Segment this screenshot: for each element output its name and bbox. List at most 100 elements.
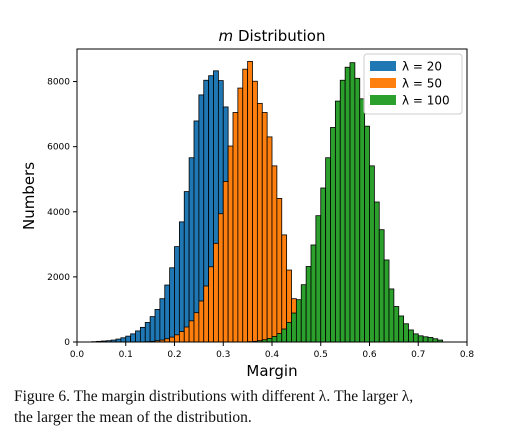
legend-swatch [370, 78, 396, 88]
histogram-bar [388, 288, 395, 343]
y-tick-label: 2000 [47, 273, 70, 283]
histogram-bar [334, 100, 341, 343]
histogram-bar [178, 221, 185, 343]
histogram-bar [339, 79, 346, 343]
histogram-bar [222, 181, 229, 343]
histogram-bar [383, 259, 390, 343]
histogram-bar [242, 68, 249, 343]
axis-ticks: 0.0 0.1 0.2 0.3 0.4 0.5 0.6 0.7 0.8 0 2000 4000 6000… [47, 78, 474, 360]
x-tick-label: 0.5 [314, 350, 328, 360]
chart-title-text: Distribution [233, 27, 325, 45]
histogram-bar [183, 191, 190, 343]
histogram-bar [359, 98, 366, 343]
histogram-bar [261, 112, 268, 343]
histogram-bar [193, 312, 200, 343]
histogram-bar [364, 125, 370, 343]
histogram-bar [354, 77, 361, 343]
histogram-bar [193, 120, 200, 343]
histogram-bar [159, 298, 166, 343]
histogram-bar [349, 62, 356, 343]
histogram-bar [310, 244, 317, 343]
histogram-bar [217, 213, 224, 343]
series-3-bars [247, 62, 444, 343]
histogram-bar [408, 329, 414, 343]
histogram-bar [315, 215, 322, 343]
histogram-bar [369, 165, 375, 343]
y-tick-label: 4000 [47, 208, 70, 218]
margin-distribution-chart: 0.0 0.1 0.2 0.3 0.4 0.5 0.6 0.7 0.8 0 2000 4000 6000… [20, 27, 474, 380]
histogram-bar [213, 242, 219, 343]
histogram-bar [125, 335, 132, 343]
histogram-bar [325, 157, 331, 343]
histogram-bar [154, 309, 161, 343]
figure-caption: Figure 6. The margin distributions with … [14, 386, 509, 428]
histogram-bar [412, 333, 419, 343]
chart-title-symbol: m [219, 27, 234, 45]
histogram-bar [252, 80, 258, 343]
histogram-bar [422, 336, 429, 343]
legend-swatch [370, 95, 396, 105]
histogram-bar [203, 285, 210, 343]
histogram-bar [291, 312, 297, 343]
histogram-bar [227, 145, 234, 343]
histogram-bar [393, 306, 400, 343]
histogram-bar [330, 127, 336, 343]
histogram-bar [130, 333, 136, 343]
histogram-bar [174, 334, 180, 343]
histogram-bar [427, 337, 434, 343]
x-tick-label: 0.2 [167, 350, 181, 360]
x-tick-label: 0.7 [411, 350, 425, 360]
histogram-bar [164, 284, 171, 343]
histogram-bar [144, 322, 151, 343]
histogram-bar [373, 201, 380, 343]
x-tick-label: 0.4 [265, 350, 280, 360]
histogram-bar [281, 328, 288, 343]
legend: λ = 20 λ = 50 λ = 100 [363, 53, 463, 115]
histogram-bar [403, 323, 409, 343]
histogram-bar [266, 136, 273, 343]
caption-line-2: the larger the mean of the distribution. [14, 409, 252, 426]
x-tick-label: 0.3 [216, 350, 230, 360]
histogram-bar [135, 330, 141, 343]
histogram-bar [271, 336, 278, 343]
histogram-bar [295, 299, 302, 343]
histogram-bar [256, 102, 263, 343]
histogram-bar [247, 60, 253, 343]
histogram-bar [149, 316, 156, 343]
y-tick-label: 8000 [47, 78, 70, 88]
histogram-bar [169, 267, 175, 343]
x-tick-label: 0.0 [70, 350, 85, 360]
histogram-bar [417, 335, 424, 343]
y-tick-label: 6000 [47, 143, 70, 153]
chart-title: m Distribution [219, 27, 326, 45]
histogram-bar [305, 266, 312, 343]
histogram-bar [271, 165, 278, 343]
legend-label: λ = 20 [402, 60, 442, 74]
histogram-bars [91, 60, 444, 343]
histogram-bar [300, 284, 307, 343]
histogram-bar [276, 198, 283, 343]
legend-label: λ = 50 [402, 77, 442, 91]
y-tick-label: 0 [64, 338, 70, 348]
x-tick-label: 0.6 [362, 350, 377, 360]
histogram-bar [286, 322, 292, 343]
x-tick-label: 0.8 [460, 350, 475, 360]
histogram-bar [320, 187, 327, 343]
histogram-bar [188, 320, 195, 343]
histogram-bar [232, 112, 239, 343]
histogram-bar [281, 234, 288, 343]
histogram-bar [266, 338, 273, 343]
histogram-bar [398, 315, 405, 343]
histogram-bar [174, 246, 180, 343]
histogram-bar [344, 66, 351, 343]
histogram-bar [139, 326, 146, 343]
histogram-bar [188, 157, 195, 343]
legend-label: λ = 100 [402, 94, 450, 108]
histogram-bar [237, 87, 244, 343]
histogram-bar [198, 300, 205, 343]
x-axis-label: Margin [246, 362, 297, 380]
caption-line-1: Figure 6. The margin distributions with … [14, 388, 414, 405]
histogram-bar [169, 336, 175, 343]
y-axis-label: Numbers [20, 162, 38, 230]
histogram-bar [208, 266, 214, 343]
